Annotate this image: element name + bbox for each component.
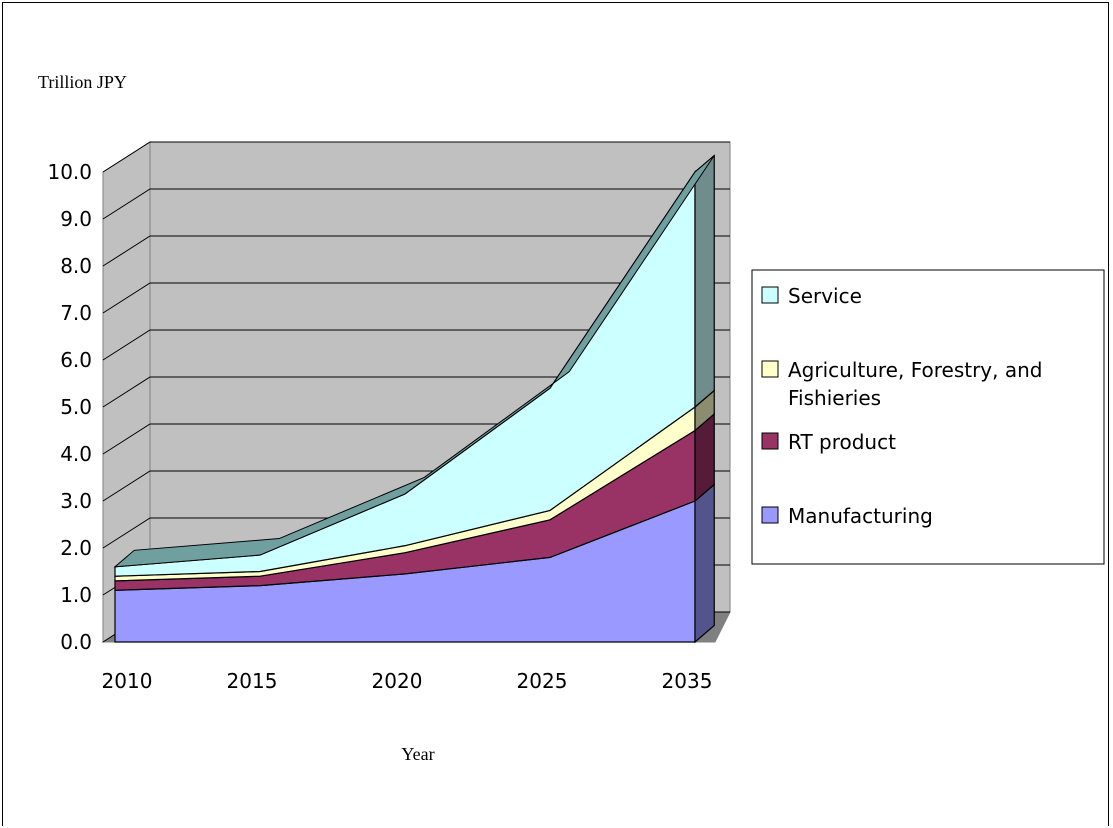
y-tick-label: 7.0 xyxy=(60,301,92,325)
y-tick-label: 5.0 xyxy=(60,395,92,419)
legend-swatch xyxy=(761,432,779,450)
area-side-shade xyxy=(695,484,715,642)
legend-swatch xyxy=(761,506,779,524)
area-side-shade xyxy=(695,414,715,501)
gridline xyxy=(102,235,730,267)
y-axis-ticks: 0.0 1.0 2.0 3.0 4.0 5.0 6.0 7.0 8.0 9.0 10.0 xyxy=(47,160,92,654)
legend-label: Agriculture, Forestry, and Fishieries xyxy=(788,358,1042,410)
y-tick-label: 9.0 xyxy=(60,207,92,231)
gridline xyxy=(102,282,730,314)
y-tick-label: 4.0 xyxy=(60,442,92,466)
gridline xyxy=(102,376,730,408)
legend-label: Manufacturing xyxy=(788,504,933,528)
legend-swatch xyxy=(761,360,779,378)
x-axis-label: Year xyxy=(401,744,434,764)
area-top-face xyxy=(113,155,715,568)
x-tick-label: 2020 xyxy=(372,669,423,693)
legend-label: RT product xyxy=(788,430,896,454)
y-tick-label: 2.0 xyxy=(60,536,92,560)
x-tick-label: 2015 xyxy=(227,669,278,693)
area-series xyxy=(113,154,715,644)
area-side-shade xyxy=(695,390,715,431)
gridline xyxy=(102,141,730,173)
x-axis-ticks: 2010 2015 2020 2025 2035 xyxy=(102,669,713,693)
x-tick-label: 2010 xyxy=(102,669,153,693)
area-side-shade xyxy=(695,155,715,407)
gridline xyxy=(102,329,730,361)
y-axis-label: Trillion JPY xyxy=(38,72,127,92)
gridline xyxy=(102,188,730,220)
x-tick-label: 2025 xyxy=(517,669,568,693)
legend-box xyxy=(751,269,1105,565)
y-tick-label: 3.0 xyxy=(60,489,92,513)
y-tick-label: 8.0 xyxy=(60,254,92,278)
y-tick-label: 0.0 xyxy=(60,630,92,654)
x-tick-label: 2035 xyxy=(662,669,713,693)
legend: Service Agriculture, Forestry, and Fishier… xyxy=(751,269,1105,565)
y-tick-label: 10.0 xyxy=(47,160,92,184)
y-tick-label: 1.0 xyxy=(60,583,92,607)
y-tick-label: 6.0 xyxy=(60,348,92,372)
legend-swatch xyxy=(761,286,779,304)
legend-label: Service xyxy=(788,284,862,308)
